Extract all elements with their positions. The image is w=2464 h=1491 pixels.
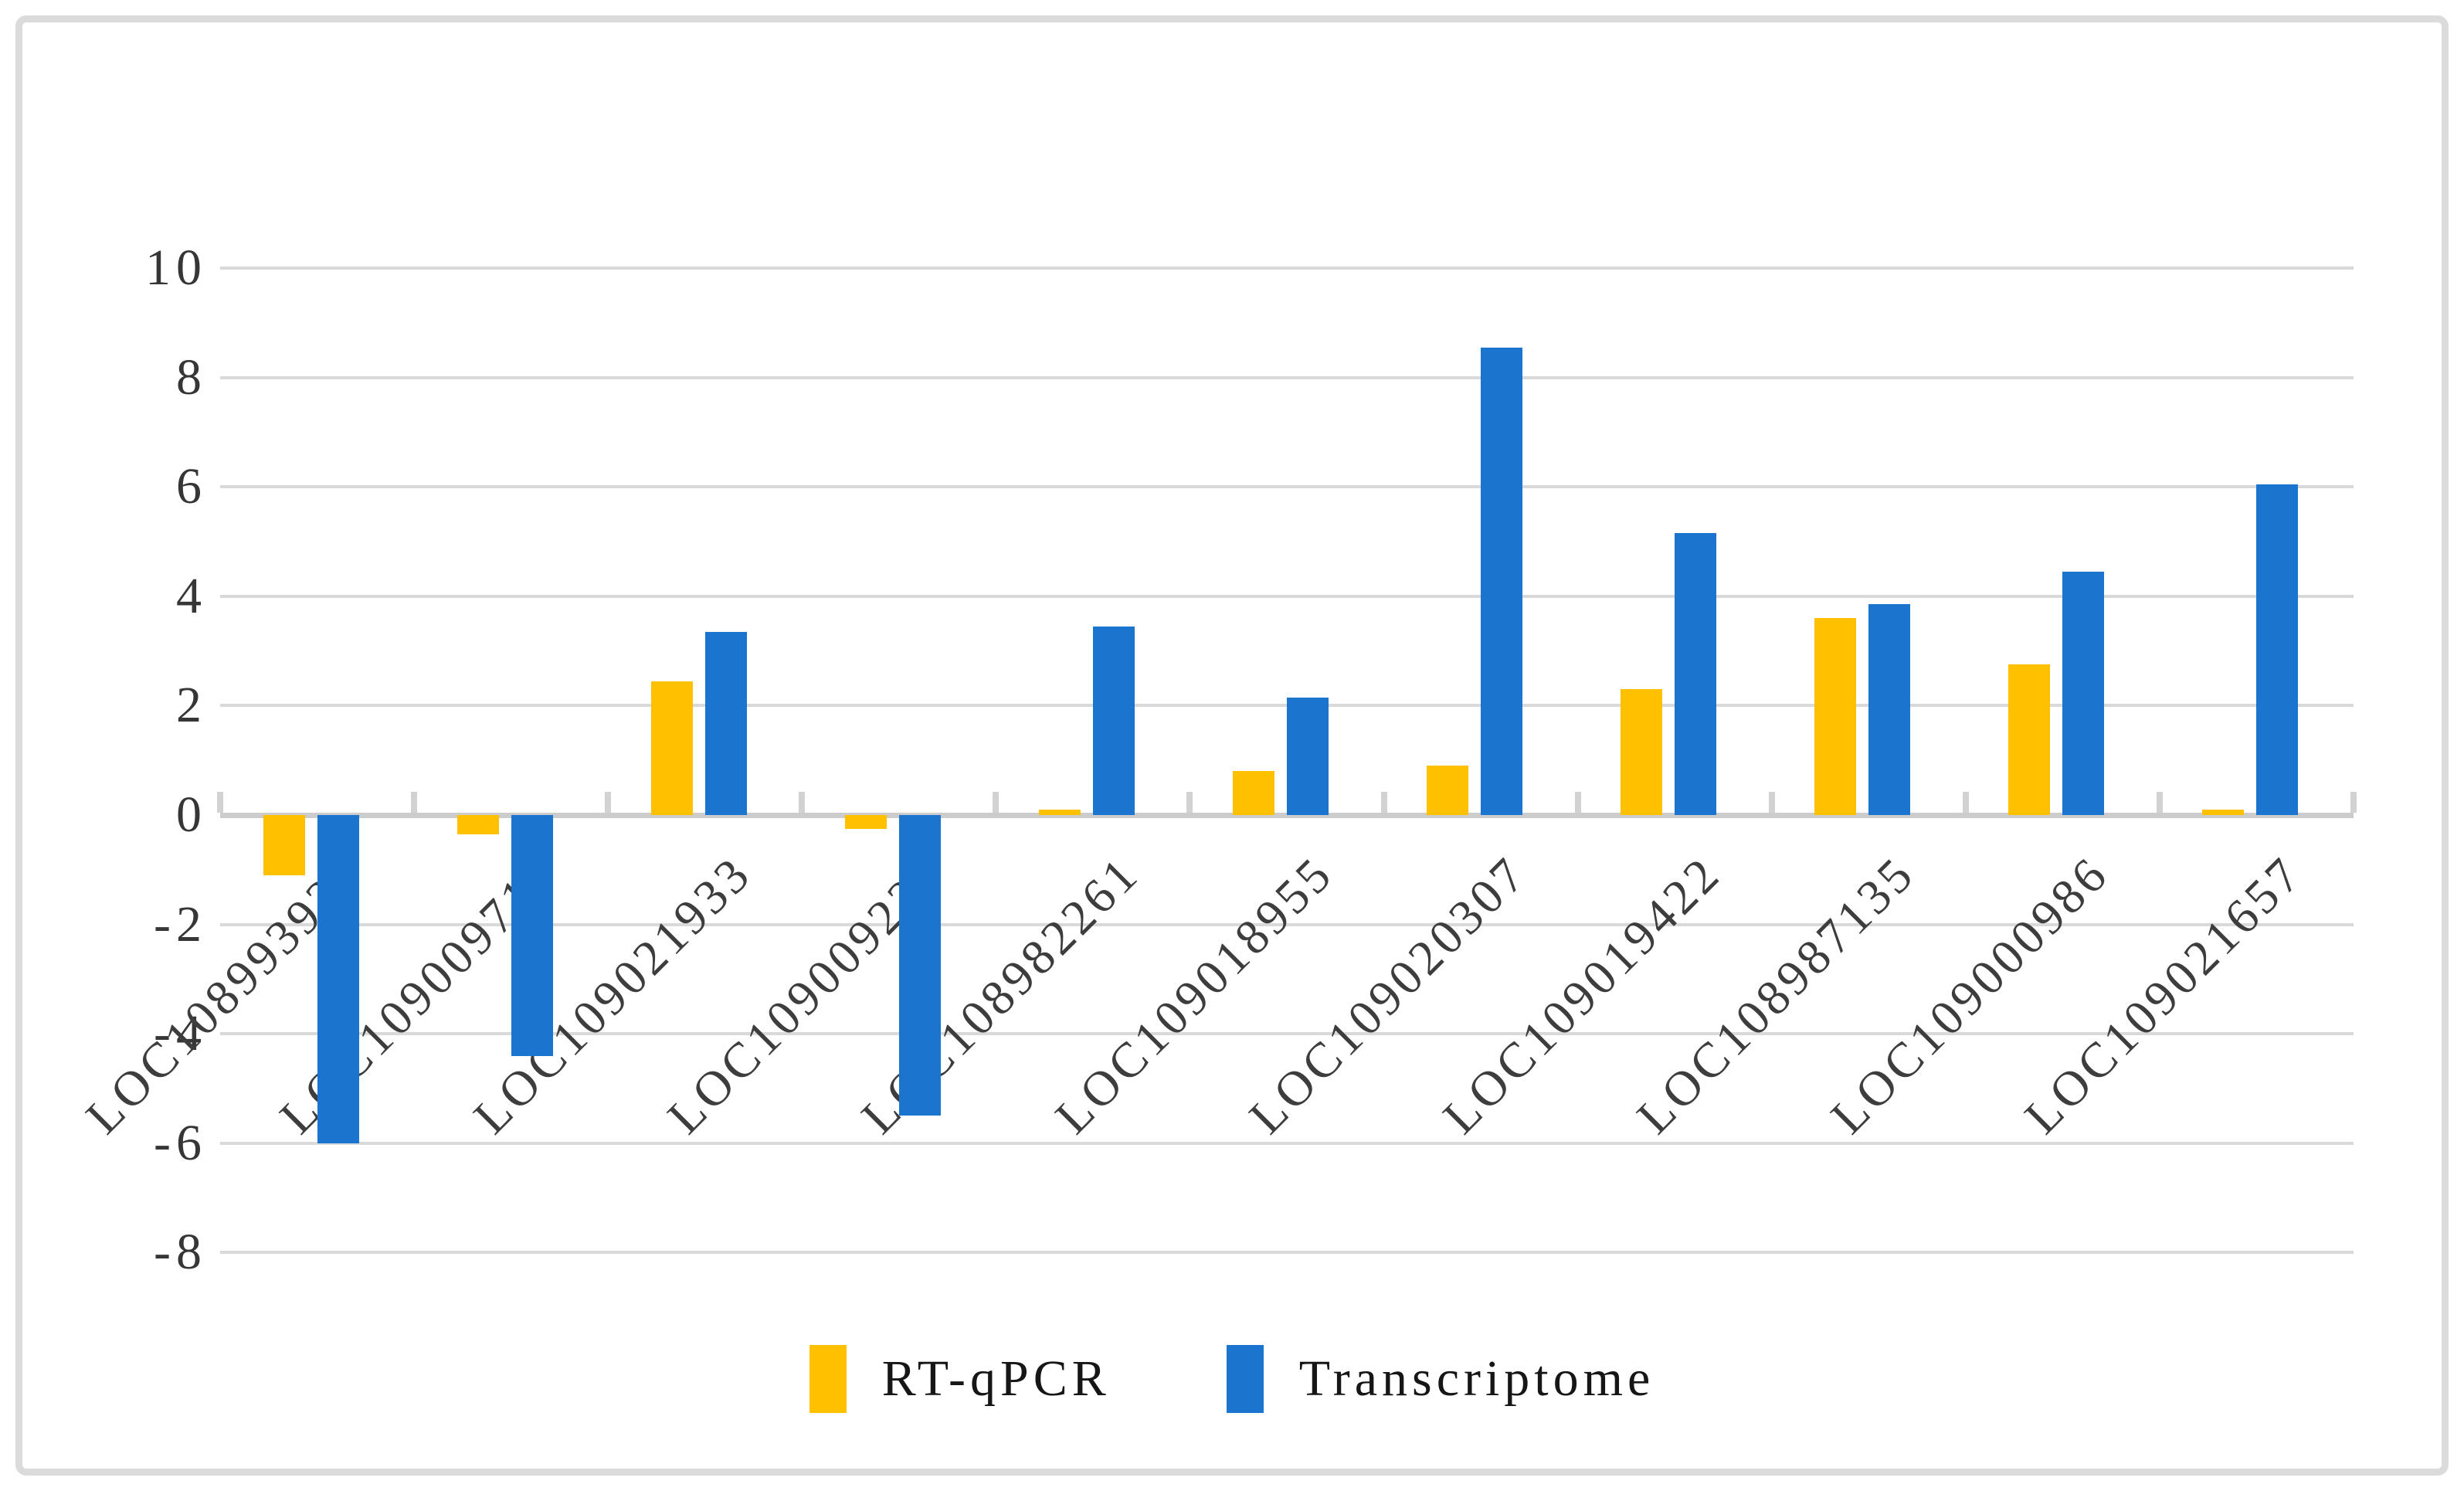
bar-rt-qpcr <box>1621 689 1663 815</box>
bar-transcriptome <box>317 815 359 1143</box>
x-axis-tick <box>1962 792 1969 813</box>
x-axis-tick <box>1380 792 1387 813</box>
y-axis-tick-label: -8 <box>154 1224 207 1281</box>
y-axis-tick-label: 6 <box>176 458 207 515</box>
x-axis-tick <box>605 792 612 813</box>
bar-transcriptome <box>1868 604 1911 815</box>
bar-rt-qpcr <box>1427 766 1469 815</box>
bar-transcriptome <box>1092 626 1135 815</box>
bar-rt-qpcr <box>844 815 887 829</box>
gridline <box>220 1032 2354 1036</box>
x-axis-tick <box>217 792 223 813</box>
bar-rt-qpcr <box>1814 618 1857 815</box>
y-axis-tick-label: 0 <box>176 786 207 843</box>
y-axis-tick-label: 4 <box>176 567 207 624</box>
gridline <box>220 1251 2354 1255</box>
legend-label-rt-qpcr: RT-qPCR <box>881 1350 1111 1407</box>
y-axis-tick-label: -6 <box>154 1114 207 1171</box>
bar-rt-qpcr <box>2202 809 2245 815</box>
y-axis-tick-label: 10 <box>145 239 207 296</box>
bar-rt-qpcr <box>456 815 499 834</box>
bar-transcriptome <box>1481 347 1523 815</box>
x-axis-tick <box>2156 792 2163 813</box>
gridline <box>220 922 2354 926</box>
legend-label-transcriptome: Transcriptome <box>1298 1350 1655 1407</box>
x-axis-tick <box>1186 792 1193 813</box>
gridline <box>220 375 2354 379</box>
x-axis-tick <box>1574 792 1581 813</box>
gridline <box>220 267 2354 270</box>
y-axis-tick-label: 8 <box>176 348 207 406</box>
x-axis-tick <box>411 792 418 813</box>
y-axis-tick-label: -4 <box>154 1005 207 1062</box>
legend-swatch-rt-qpcr <box>809 1345 847 1413</box>
x-axis-tick <box>1768 792 1775 813</box>
gridline <box>220 1141 2354 1145</box>
bar-transcriptome <box>1287 697 1329 815</box>
bar-rt-qpcr <box>1233 771 1274 815</box>
legend-swatch-transcriptome <box>1226 1345 1264 1413</box>
gridline <box>220 594 2354 598</box>
bar-transcriptome <box>2062 571 2105 815</box>
gridline <box>220 485 2354 489</box>
bar-rt-qpcr <box>1038 809 1081 815</box>
bar-transcriptome <box>898 815 941 1116</box>
bar-transcriptome <box>511 815 553 1056</box>
bar-transcriptome <box>704 631 747 815</box>
bar-transcriptome <box>1675 533 1717 815</box>
y-axis-tick-label: 2 <box>176 677 207 734</box>
bar-rt-qpcr <box>2008 664 2051 815</box>
y-axis-tick-label: -2 <box>154 895 207 953</box>
x-axis-tick <box>799 792 806 813</box>
bar-rt-qpcr <box>650 681 693 815</box>
legend: RT-qPCR Transcriptome <box>0 1340 2464 1418</box>
x-axis-tick <box>2350 792 2357 813</box>
zero-axis-line <box>220 813 2354 818</box>
bar-transcriptome <box>2256 484 2299 815</box>
bar-rt-qpcr <box>263 815 305 875</box>
x-axis-tick <box>993 792 1000 813</box>
